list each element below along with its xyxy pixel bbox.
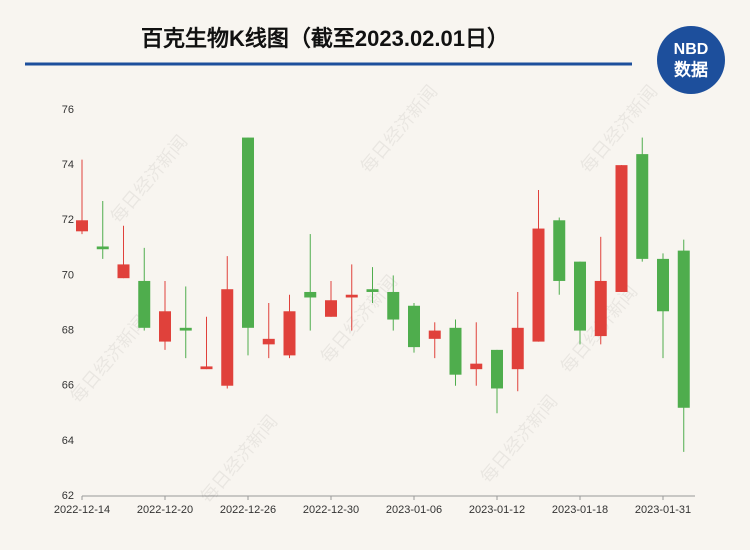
y-tick-label: 64	[62, 435, 74, 447]
candle-body	[96, 246, 109, 250]
x-tick-label: 2023-01-06	[386, 504, 442, 516]
x-tick-label: 2023-01-31	[635, 504, 691, 516]
y-tick-label: 66	[62, 380, 74, 392]
candle-body	[200, 366, 213, 370]
candle-body	[304, 291, 317, 298]
candle-body	[532, 228, 545, 342]
logo-bottom: 数据	[674, 59, 708, 79]
candle-body	[117, 264, 130, 279]
candle-body	[594, 280, 607, 337]
y-tick-label: 76	[62, 104, 74, 116]
candle-body	[636, 154, 649, 259]
logo-top: NBD	[674, 41, 709, 58]
candle-body	[242, 137, 254, 328]
candle-body	[408, 305, 420, 348]
y-tick-label: 62	[62, 490, 74, 502]
candle-body	[657, 258, 669, 312]
candle-body	[511, 327, 524, 370]
candle-body	[159, 311, 171, 342]
x-tick-label: 2022-12-26	[220, 504, 276, 516]
candle-body	[325, 300, 337, 317]
x-tick-label: 2023-01-12	[469, 504, 525, 516]
x-tick-label: 2022-12-20	[137, 504, 193, 516]
x-tick-label: 2022-12-14	[54, 504, 110, 516]
chart-title: 百克生物K线图（截至2023.02.01日）	[141, 26, 509, 51]
candle-body	[491, 349, 503, 389]
candle-body	[470, 363, 483, 370]
candle-body	[283, 311, 296, 356]
candle-body	[76, 220, 88, 232]
candle-body	[449, 327, 462, 375]
x-tick-label: 2022-12-30	[303, 504, 359, 516]
x-tick-label: 2023-01-18	[552, 504, 608, 516]
y-tick-label: 68	[62, 324, 74, 336]
candle-body	[574, 261, 586, 331]
candle-body	[366, 289, 379, 292]
y-tick-label: 74	[62, 159, 74, 171]
y-tick-label: 72	[62, 214, 74, 226]
candle-body	[345, 294, 358, 298]
candle-body	[221, 289, 234, 386]
y-tick-label: 70	[62, 269, 74, 281]
candle-body	[262, 338, 275, 345]
candle-body	[179, 327, 192, 331]
candle-body	[553, 220, 566, 281]
candle-body	[615, 165, 628, 292]
candle-body	[677, 250, 690, 408]
logo-circle	[657, 26, 725, 94]
candle-body	[138, 280, 151, 328]
candle-body	[387, 291, 400, 320]
candle-body	[428, 330, 441, 339]
